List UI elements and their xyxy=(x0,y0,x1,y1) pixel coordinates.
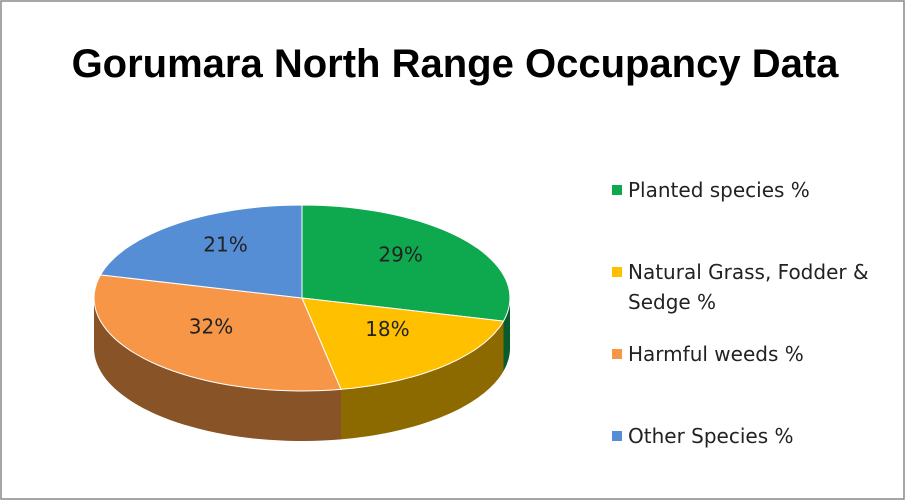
slice xyxy=(301,297,505,390)
legend-item: Harmful weeds % xyxy=(612,339,892,369)
slice-side xyxy=(94,298,341,441)
legend-swatch xyxy=(612,185,622,195)
legend-swatch xyxy=(612,267,622,277)
data-label: 18% xyxy=(365,317,409,341)
slice xyxy=(301,204,511,322)
legend-swatch xyxy=(612,349,622,359)
data-label: 29% xyxy=(378,242,422,266)
slice xyxy=(99,204,303,299)
slice xyxy=(93,274,342,392)
legend-item: Planted species % xyxy=(612,175,892,205)
slice-side xyxy=(341,321,504,440)
data-label: 32% xyxy=(189,315,233,339)
legend-label: Natural Grass, Fodder & Sedge % xyxy=(628,260,869,314)
data-label: 21% xyxy=(203,232,247,256)
slice-side xyxy=(503,298,510,372)
legend-label: Harmful weeds % xyxy=(628,342,804,366)
legend-label: Other Species % xyxy=(628,424,794,448)
chart-title: Gorumara North Range Occupancy Data xyxy=(71,42,839,86)
legend-label: Planted species % xyxy=(628,178,810,202)
legend-swatch xyxy=(612,431,622,441)
legend-item: Other Species % xyxy=(612,421,892,451)
legend-item: Natural Grass, Fodder & Sedge % xyxy=(612,257,892,317)
